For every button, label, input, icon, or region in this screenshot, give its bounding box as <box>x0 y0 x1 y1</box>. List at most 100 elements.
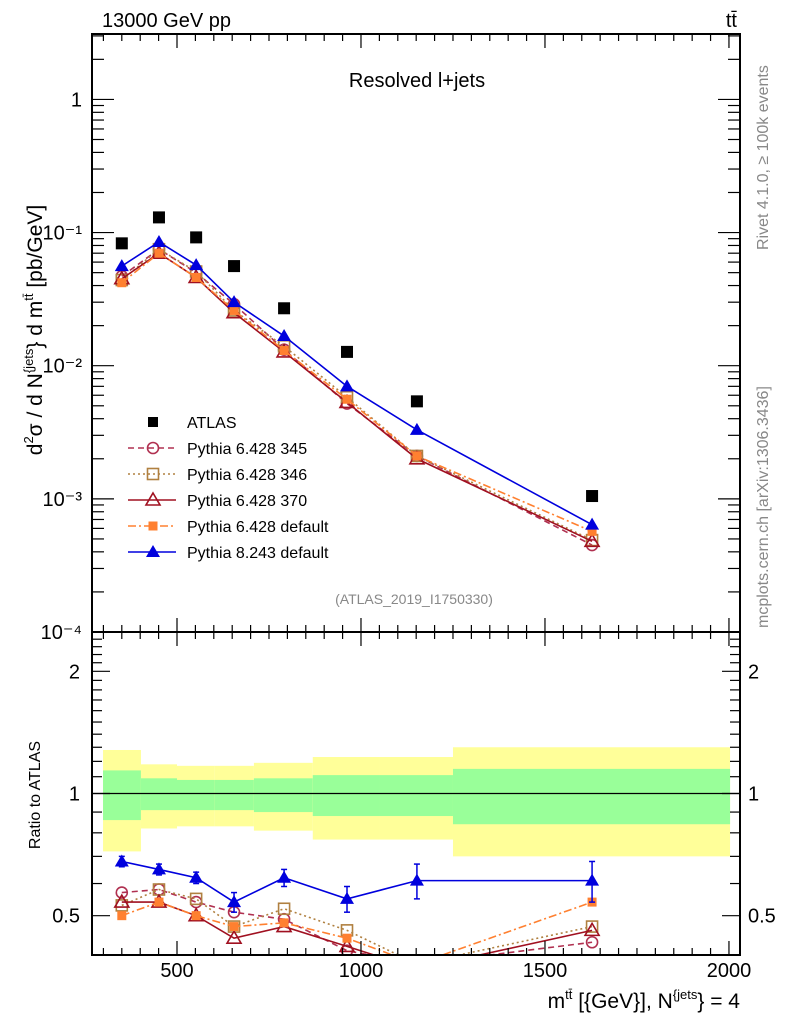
marker-filled-square <box>278 302 291 315</box>
marker-filled-square <box>342 394 352 404</box>
legend-label: Pythia 6.428 default <box>187 519 329 536</box>
legend-label: Pythia 8.243 default <box>187 545 329 562</box>
legend-item: Pythia 6.428 370 <box>128 491 307 510</box>
marker-open-triangle <box>225 929 243 945</box>
ratio-y-tick-label-right: 0.5 <box>748 906 776 928</box>
ratio-band-inner <box>103 770 141 821</box>
main-panel-series <box>113 211 601 552</box>
ratio-series-line <box>121 860 593 904</box>
legend: ATLAS Pythia 6.428 345 Pythia 6.428 346 Pyt… <box>128 415 329 562</box>
marker-filled-triangle <box>151 862 166 875</box>
y-tick-label: 10⁻¹ <box>43 223 83 245</box>
y-tick-label: 10⁻² <box>43 356 83 378</box>
y-tick-label: 1 <box>71 89 82 111</box>
x-tick-label: 1000 <box>339 960 384 982</box>
marker-filled-triangle <box>227 895 242 908</box>
legend-label: Pythia 6.428 345 <box>187 441 307 458</box>
marker-open-triangle <box>410 962 424 974</box>
x-tick-label: 2000 <box>707 960 752 982</box>
marker-filled-square <box>191 272 201 282</box>
marker-filled-square <box>342 933 352 943</box>
x-tick-label: 500 <box>160 960 193 982</box>
marker-filled-triangle <box>277 870 292 883</box>
series-pythia-8-243-default <box>114 234 600 530</box>
marker-filled-triangle <box>189 258 204 271</box>
ratio-y-tick-label-right: 2 <box>748 661 759 683</box>
ratio-band-inner <box>214 779 254 811</box>
ratio-band-inner <box>312 775 380 817</box>
marker-filled-triangle <box>151 234 166 247</box>
marker-open-square <box>585 920 599 933</box>
legend-item: Pythia 6.428 default <box>128 519 329 536</box>
marker-open-circle <box>146 441 160 455</box>
marker-open-square <box>189 892 203 906</box>
marker-filled-square <box>341 345 354 358</box>
legend-item: Pythia 6.428 345 <box>128 441 307 458</box>
marker-filled-triangle <box>114 259 129 272</box>
legend-item: Pythia 6.428 346 <box>128 467 307 484</box>
mcplots-label: mcplots.cern.ch [arXiv:1306.3436] <box>755 386 772 628</box>
y-tick-label: 10⁻³ <box>43 489 83 511</box>
marker-filled-square <box>154 248 164 258</box>
marker-filled-square <box>117 911 127 921</box>
ratio-band-inner <box>452 768 731 825</box>
x-tick-label: 1500 <box>523 960 568 982</box>
marker-filled-square <box>279 346 289 356</box>
marker-open-square <box>146 467 160 481</box>
marker-filled-square <box>410 395 423 408</box>
marker-open-circle <box>411 959 422 970</box>
header-right: tt̄ <box>726 10 738 32</box>
ratio-band-inner <box>379 775 453 817</box>
marker-filled-square <box>117 278 127 288</box>
ratio-y-tick-label: 2 <box>69 661 80 683</box>
marker-filled-triangle <box>409 422 424 435</box>
marker-open-triangle <box>583 921 601 937</box>
main-frame <box>91 33 741 633</box>
ratio-y-axis-label: Ratio to ATLAS <box>27 741 44 849</box>
main-y-axis-label: d2σ / d N{jets} d mtt̄ [pb/GeV] <box>21 205 47 455</box>
ratio-band-inner <box>177 779 215 811</box>
marker-filled-triangle <box>114 854 129 867</box>
marker-filled-triangle <box>340 379 355 392</box>
svg-text:d2σ / d N{jets} d mtt̄ [pb/GeV: d2σ / d N{jets} d mtt̄ [pb/GeV] <box>21 205 47 455</box>
marker-filled-square <box>190 231 203 244</box>
marker-filled-square <box>115 237 128 250</box>
marker-open-triangle <box>144 491 162 506</box>
ratio-uncertainty-bands <box>92 747 740 857</box>
marker-filled-square <box>152 211 165 224</box>
marker-filled-square <box>228 260 241 273</box>
x-axis-label: mtt̄ [{GeV}], N{jets} = 4 <box>548 987 741 1013</box>
marker-open-triangle <box>113 893 131 908</box>
marker-open-square <box>277 902 291 916</box>
marker-filled-triangle <box>340 891 355 904</box>
marker-filled-square <box>191 911 201 921</box>
marker-filled-triangle <box>585 517 600 530</box>
legend-item: Pythia 8.243 default <box>128 545 329 562</box>
ratio-y-tick-label: 1 <box>69 784 80 806</box>
series-line <box>121 252 593 533</box>
marker-filled-triangle <box>146 545 160 557</box>
marker-filled-triangle <box>585 873 600 886</box>
marker-filled-triangle <box>227 295 242 308</box>
marker-open-triangle <box>583 532 601 548</box>
ratio-band-inner <box>140 778 178 811</box>
ratio-y-tick-label: 0.5 <box>52 906 80 928</box>
series-atlas <box>115 211 599 503</box>
marker-filled-square <box>279 918 289 928</box>
marker-open-circle <box>585 935 599 949</box>
panel-title: Resolved l+jets <box>349 70 485 92</box>
marker-filled-square <box>412 960 421 969</box>
marker-filled-square <box>586 490 599 503</box>
marker-open-circle <box>189 895 203 909</box>
marker-filled-square <box>412 451 422 461</box>
legend-label: Pythia 6.428 346 <box>187 467 307 484</box>
series-pythia-6-428-default <box>117 248 597 536</box>
ratio-y-tick-label-right: 1 <box>748 784 759 806</box>
legend-label: ATLAS <box>187 415 237 432</box>
marker-filled-triangle <box>189 870 204 883</box>
marker-filled-square <box>229 922 239 932</box>
svg-text:mtt̄ [{GeV}], N{jets} = 4: mtt̄ [{GeV}], N{jets} = 4 <box>548 987 741 1013</box>
ratio-series-pythia-6-428-default <box>117 897 597 969</box>
marker-open-circle <box>115 886 129 899</box>
